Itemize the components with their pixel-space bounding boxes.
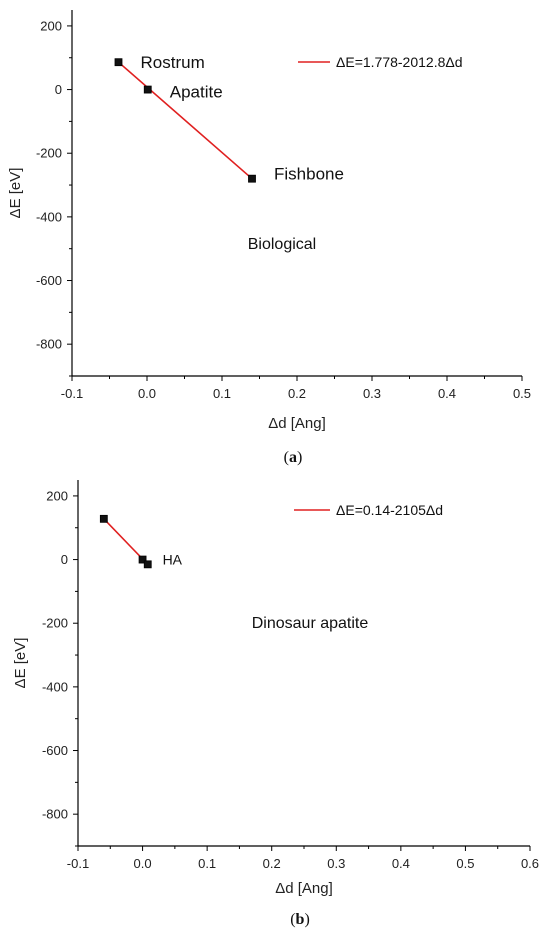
x-tick-label: 0.0 <box>138 386 156 401</box>
data-point <box>99 514 108 523</box>
x-tick-label: -0.1 <box>67 856 89 871</box>
y-tick-label: -200 <box>36 146 62 161</box>
legend-entry: ΔE=1.778-2012.8Δd <box>336 54 463 70</box>
y-tick-label: 0 <box>55 82 62 97</box>
x-tick-label: 0.1 <box>213 386 231 401</box>
point-label: HA <box>163 552 183 568</box>
y-axis-label: ΔE [eV] <box>7 168 24 219</box>
data-point <box>143 560 152 569</box>
x-tick-label: 0.4 <box>392 856 410 871</box>
chart-panel-b: 200 0 -200 -400 -600 -800 -0.1 0.0 0.1 0.2 0.3 0.4 0… <box>12 480 539 928</box>
y-tick-label: 0 <box>61 552 68 567</box>
x-tick-label: 0.3 <box>327 856 345 871</box>
panel-annotation: Dinosaur apatite <box>252 615 369 632</box>
data-point <box>248 174 256 183</box>
y-tick-label: -400 <box>42 679 68 694</box>
y-tick-label: -400 <box>36 209 62 224</box>
point-label: Rostrum <box>141 53 205 72</box>
x-tick-label: -0.1 <box>61 386 83 401</box>
panel-caption: (b) <box>290 911 310 928</box>
x-tick-label: 0.2 <box>288 386 306 401</box>
x-tick-label: 0.6 <box>521 856 539 871</box>
x-axis-label: Δd [Ang] <box>268 415 326 432</box>
panel-annotation: Biological <box>248 236 316 253</box>
data-point <box>138 555 147 564</box>
point-label: Fishbone <box>274 165 344 184</box>
y-tick-label: -800 <box>42 807 68 822</box>
y-axis-label: ΔE [eV] <box>12 638 29 689</box>
x-tick-label: 0.5 <box>513 386 531 401</box>
y-tick-label: 200 <box>40 18 62 33</box>
x-tick-label: 0.4 <box>438 386 456 401</box>
x-tick-label: 0.0 <box>134 856 152 871</box>
y-tick-label: 200 <box>46 488 68 503</box>
x-axis-label: Δd [Ang] <box>275 880 333 897</box>
y-tick-label: -200 <box>42 616 68 631</box>
legend-entry: ΔE=0.14-2105Δd <box>336 502 443 518</box>
panel-caption: (a) <box>284 449 303 466</box>
x-tick-label: 0.2 <box>263 856 281 871</box>
y-tick-label: -800 <box>36 337 62 352</box>
y-tick-label: -600 <box>42 743 68 758</box>
panel-caption-letter: a <box>289 449 297 466</box>
chart-panel-a: 200 0 -200 -400 -600 -800 -0.1 0.0 0.1 0.2 0.3 0.4 0… <box>7 10 531 466</box>
x-tick-label: 0.5 <box>456 856 474 871</box>
point-label: Apatite <box>170 83 223 102</box>
fit-line <box>117 61 253 180</box>
data-point <box>143 85 152 94</box>
x-tick-label: 0.1 <box>198 856 216 871</box>
panel-caption-letter: b <box>296 911 305 928</box>
data-point <box>114 58 123 67</box>
y-tick-label: -600 <box>36 273 62 288</box>
x-tick-label: 0.3 <box>363 386 381 401</box>
